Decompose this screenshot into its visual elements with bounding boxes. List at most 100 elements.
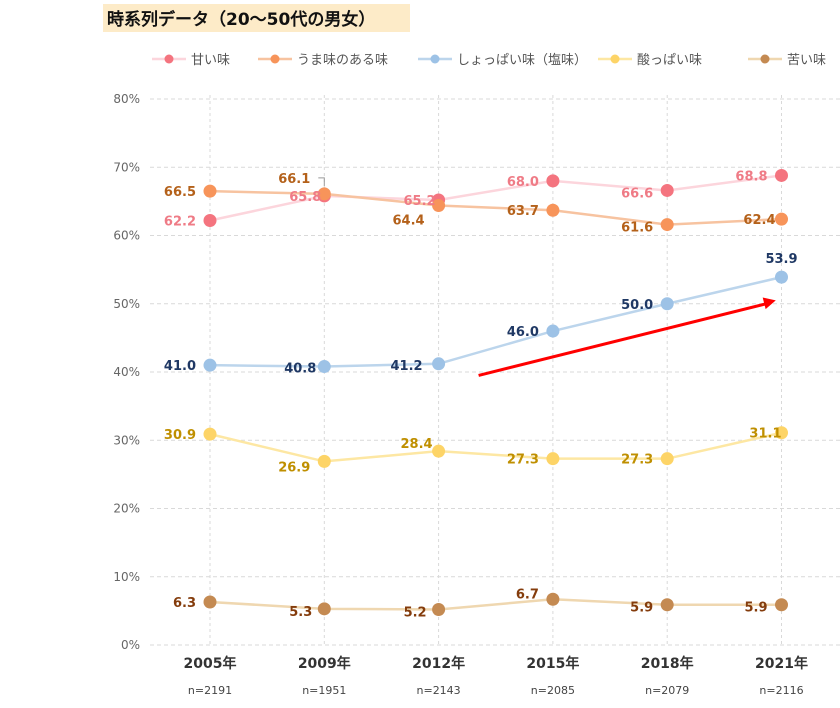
data-point [317, 602, 331, 616]
data-point [660, 183, 674, 197]
data-labels: 62.2 65.8 65.2 68.0 66.6 68.8 66.5 66.1 64.4 63.7… [164, 169, 798, 620]
data-point [660, 452, 674, 466]
x-tick-label: 2015年 [526, 655, 579, 672]
data-point [775, 598, 788, 612]
data-label: 65.2 [404, 194, 436, 209]
series-line [209, 431, 782, 463]
legend-label: 苦い味 [787, 52, 826, 68]
data-point [660, 218, 674, 232]
data-label: 30.9 [164, 428, 196, 443]
sample-size-label: n=2116 [759, 684, 803, 697]
data-label: 53.9 [765, 252, 797, 267]
data-label: 62.2 [164, 214, 196, 229]
legend-marker [430, 54, 440, 64]
data-label: 27.3 [507, 453, 539, 468]
y-tick-label: 50% [113, 297, 140, 311]
sample-size-label: n=2143 [417, 684, 461, 697]
series-2 [203, 270, 788, 374]
data-label: 64.4 [393, 213, 425, 228]
title-background [103, 4, 410, 32]
x-tick-label: 2018年 [641, 655, 694, 672]
data-label: 63.7 [507, 204, 539, 219]
data-point [317, 360, 331, 374]
series-4 [203, 592, 788, 617]
data-label: 27.3 [621, 453, 653, 468]
data-label: 31.1 [749, 427, 781, 442]
x-tick-label: 2021年 [755, 655, 808, 672]
data-point [203, 358, 217, 372]
series-line [209, 174, 782, 222]
series-3 [203, 426, 788, 468]
data-label: 66.5 [164, 185, 196, 200]
data-label: 41.0 [164, 359, 196, 374]
data-point [775, 426, 788, 440]
trend-arrow-line [478, 301, 769, 377]
x-tick-label: 2005年 [184, 655, 237, 672]
data-point [203, 184, 217, 198]
legend-label: 酸っぱい味 [637, 53, 702, 68]
y-tick-label: 70% [113, 160, 140, 174]
data-point [432, 198, 446, 212]
sample-size-label: n=1951 [302, 684, 346, 697]
data-point [317, 454, 331, 468]
data-point [546, 592, 560, 606]
series-line [209, 275, 782, 368]
legend-label: しょっぱい味（塩味） [457, 53, 587, 68]
series [203, 168, 788, 617]
data-point [317, 187, 331, 201]
legend-marker [164, 54, 174, 64]
data-point [203, 427, 217, 441]
y-tick-label: 60% [113, 229, 140, 243]
data-point [203, 595, 217, 609]
leader-line [318, 177, 325, 186]
y-tick-label: 40% [113, 365, 140, 379]
data-point [775, 212, 788, 226]
y-tick-label: 10% [113, 570, 140, 584]
data-label: 26.9 [278, 460, 310, 475]
trend-arrow-head [762, 297, 776, 310]
data-point [432, 444, 446, 458]
data-label: 28.4 [401, 437, 433, 452]
annotations [478, 297, 776, 377]
data-label: 66.6 [621, 186, 653, 201]
data-label: 5.9 [744, 601, 767, 616]
data-label: 6.3 [173, 596, 196, 611]
data-label: 50.0 [621, 298, 653, 313]
legend-label: 甘い味 [191, 53, 230, 68]
data-point [546, 203, 560, 217]
y-tick-label: 0% [121, 638, 140, 652]
legend-label: うま味のある味 [297, 53, 388, 68]
data-point [660, 297, 674, 311]
chart-title: 時系列データ（20〜50代の男女） [107, 10, 376, 30]
data-label: 41.2 [391, 359, 423, 374]
data-point [546, 174, 560, 188]
data-point [660, 598, 674, 612]
sample-size-label: n=2191 [188, 684, 232, 697]
data-label: 5.3 [289, 605, 312, 620]
data-label: 62.4 [743, 213, 775, 228]
y-tick-label: 80% [113, 92, 140, 106]
data-label: 5.9 [630, 601, 653, 616]
series-1 [203, 184, 788, 232]
data-point [775, 168, 788, 182]
legend-marker [760, 54, 770, 64]
data-label: 5.2 [404, 606, 427, 621]
data-label: 65.8 [289, 190, 321, 205]
data-point [546, 324, 560, 338]
axes: 0% 10% 20% 30% 40% 50% 60% 70% 80% 2005年 n=2191 200… [113, 92, 808, 697]
data-label: 40.8 [284, 362, 316, 377]
data-point [546, 452, 560, 466]
data-point [432, 357, 446, 371]
legend: 甘い味 うま味のある味 しょっぱい味（塩味） 酸っぱい味 苦い味 [152, 52, 826, 68]
data-label: 68.8 [735, 169, 767, 184]
series-line [209, 189, 782, 226]
series-line [209, 598, 782, 611]
legend-marker [270, 54, 280, 64]
y-tick-label: 30% [113, 433, 140, 447]
sample-size-label: n=2085 [531, 684, 575, 697]
data-point [432, 603, 446, 617]
legend-marker [610, 54, 620, 64]
x-tick-label: 2009年 [298, 655, 351, 672]
data-label: 66.1 [278, 172, 310, 187]
data-point [775, 270, 788, 284]
